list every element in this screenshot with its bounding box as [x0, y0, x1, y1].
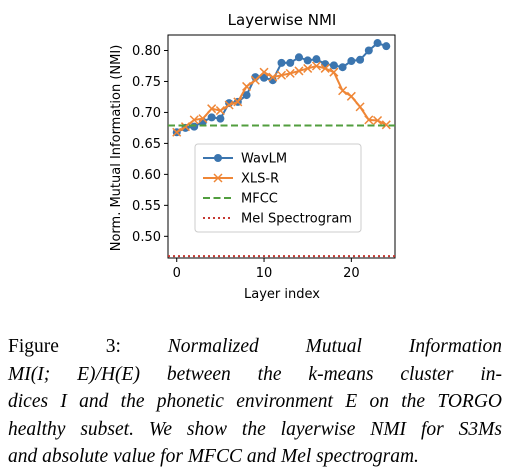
wavlm-point — [286, 58, 295, 67]
x-tick-label: 0 — [173, 266, 181, 281]
xls-r-point — [311, 61, 321, 71]
xls-r-point — [320, 63, 330, 73]
figure-caption: Figure 3: Normalized Mutual Information M… — [8, 333, 502, 471]
wavlm-point — [329, 61, 338, 70]
y-axis-ticks: 0.50 0.55 0.60 0.65 0.70 0.75 0.80 — [132, 44, 168, 245]
xls-r-point — [364, 115, 374, 125]
xls-r-point — [224, 100, 234, 110]
y-tick-label: 0.70 — [132, 106, 161, 121]
legend-wavlm-label: WavLM — [241, 152, 287, 167]
xls-r-point — [198, 114, 208, 124]
caption-line: MI(I; E)/H(E) between the k-means cluste… — [8, 361, 502, 389]
xls-r-point — [189, 115, 199, 125]
xls-r-point — [346, 91, 356, 101]
xls-r-point — [215, 106, 225, 116]
x-tick-label: 20 — [343, 266, 360, 281]
wavlm-point — [338, 63, 347, 72]
y-tick-label: 0.55 — [132, 199, 161, 214]
chart-title: Layerwise NMI — [228, 11, 337, 29]
caption-italic-text: MI(I; E)/H(E) between the k-means cluste… — [8, 363, 502, 385]
y-tick-label: 0.50 — [132, 230, 161, 245]
caption-italic-text: and absolute value for MFCC and Mel spec… — [8, 446, 419, 467]
xls-r-point — [172, 127, 182, 137]
x-axis-ticks: 0 10 20 — [173, 258, 360, 281]
wavlm-point — [382, 42, 391, 51]
wavlm-point — [207, 113, 216, 122]
plot-frame — [167, 34, 396, 259]
xls-r-point — [381, 120, 391, 130]
xls-r-point — [355, 102, 365, 112]
caption-line: and absolute value for MFCC and Mel spec… — [8, 443, 502, 471]
y-tick-label: 0.75 — [132, 75, 161, 90]
wavlm-point — [260, 73, 269, 82]
caption-line: Figure 3: Normalized Mutual Information — [8, 333, 502, 361]
wavlm-point — [216, 114, 225, 123]
nmi-figure: Layerwise NMI 0.50 0.55 0.60 0.65 0.70 0.75 0.… — [109, 11, 396, 302]
caption-line: healthy subset. We show the layerwise NM… — [8, 416, 502, 444]
xls-r-point — [242, 81, 252, 91]
xls-r-point — [285, 68, 295, 78]
legend-xls-r-marker — [213, 173, 223, 183]
legend-mel-spectrogram-label: Mel Spectrogram — [241, 212, 352, 227]
wavlm-point — [373, 39, 382, 48]
xls-r-point — [294, 66, 304, 76]
xls-r-point — [180, 122, 190, 132]
xls-r-point — [259, 67, 269, 77]
y-axis-label: Norm. Mutual Information (NMI) — [109, 45, 124, 252]
xls-r-point — [373, 115, 383, 126]
wavlm-point — [294, 53, 303, 62]
legend-box — [194, 143, 362, 233]
wavlm-point — [242, 91, 251, 100]
y-tick-label: 0.60 — [132, 168, 161, 183]
x-tick-label: 10 — [256, 266, 273, 281]
xls-r-point — [268, 72, 278, 82]
caption-italic-text: dices I and the phonetic environment E o… — [8, 391, 502, 412]
wavlm-point — [364, 46, 373, 55]
xls-r-point — [250, 75, 260, 85]
wavlm-point — [190, 122, 199, 131]
caption-italic-text: healthy subset. We show the layerwise NM… — [8, 418, 502, 440]
wavlm-point — [312, 55, 321, 64]
x-axis-label: Layer index — [244, 287, 320, 302]
nmi-chart: Layerwise NMI 0.500.550.600.650.700.750.… — [109, 11, 396, 302]
y-tick-label: 0.65 — [132, 137, 161, 152]
wavlm-point — [277, 58, 286, 67]
xls-r-point — [207, 104, 217, 114]
wavlm-point — [347, 57, 356, 66]
legend-xls-r-label: XLS-R — [241, 172, 279, 187]
xls-r-point — [338, 86, 348, 96]
caption-figure-label: Figure 3: — [8, 336, 121, 357]
xls-r-point — [303, 63, 313, 73]
plot-area — [167, 34, 396, 259]
caption-italic-text: Normalized Mutual Information — [167, 336, 502, 357]
y-tick-label: 0.80 — [132, 44, 161, 59]
xls-r-point — [329, 67, 339, 77]
caption-line: dices I and the phonetic environment E o… — [8, 388, 502, 416]
wavlm-point — [303, 56, 312, 65]
xls-r-point — [276, 70, 287, 80]
legend-mfcc-label: MFCC — [241, 192, 278, 207]
legend: WavLM XLS-R MFCC Mel Spectrogram — [194, 143, 362, 233]
legend-wavlm-marker — [214, 154, 222, 162]
xls-r-point — [233, 97, 243, 107]
wavlm-point — [356, 55, 365, 64]
